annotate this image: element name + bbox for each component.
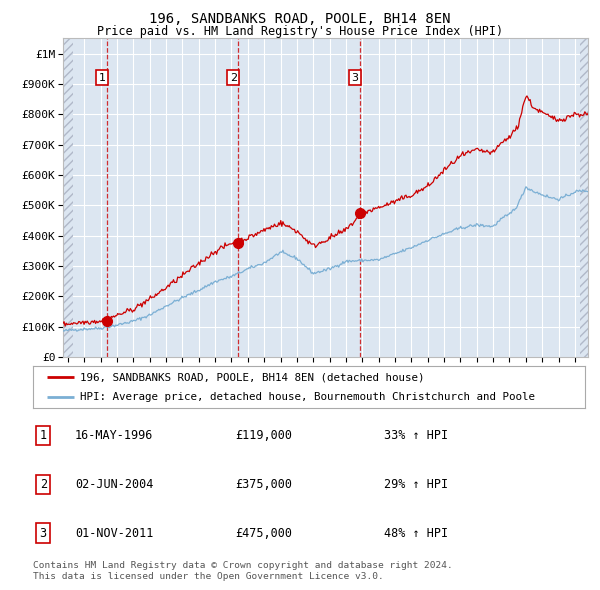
Text: 1: 1 (98, 73, 106, 83)
Text: 16-MAY-1996: 16-MAY-1996 (75, 429, 153, 442)
Bar (580, 38, 588, 357)
Text: 02-JUN-2004: 02-JUN-2004 (75, 478, 153, 491)
Text: This data is licensed under the Open Government Licence v3.0.: This data is licensed under the Open Gov… (33, 572, 384, 581)
Text: 01-NOV-2011: 01-NOV-2011 (75, 527, 153, 540)
Text: £119,000: £119,000 (235, 429, 293, 442)
Text: £475,000: £475,000 (235, 527, 293, 540)
Text: 196, SANDBANKS ROAD, POOLE, BH14 8EN: 196, SANDBANKS ROAD, POOLE, BH14 8EN (149, 12, 451, 26)
Text: 33% ↑ HPI: 33% ↑ HPI (384, 429, 448, 442)
Text: Price paid vs. HM Land Registry's House Price Index (HPI): Price paid vs. HM Land Registry's House … (97, 25, 503, 38)
Bar (63, 38, 73, 357)
Text: 3: 3 (351, 73, 358, 83)
Text: 3: 3 (40, 527, 47, 540)
Text: 1: 1 (40, 429, 47, 442)
Text: £375,000: £375,000 (235, 478, 293, 491)
Text: 2: 2 (230, 73, 237, 83)
Text: 2: 2 (40, 478, 47, 491)
Text: HPI: Average price, detached house, Bournemouth Christchurch and Poole: HPI: Average price, detached house, Bour… (80, 392, 535, 402)
Text: 48% ↑ HPI: 48% ↑ HPI (384, 527, 448, 540)
Text: Contains HM Land Registry data © Crown copyright and database right 2024.: Contains HM Land Registry data © Crown c… (33, 560, 453, 569)
Text: 196, SANDBANKS ROAD, POOLE, BH14 8EN (detached house): 196, SANDBANKS ROAD, POOLE, BH14 8EN (de… (80, 372, 424, 382)
Text: 29% ↑ HPI: 29% ↑ HPI (384, 478, 448, 491)
